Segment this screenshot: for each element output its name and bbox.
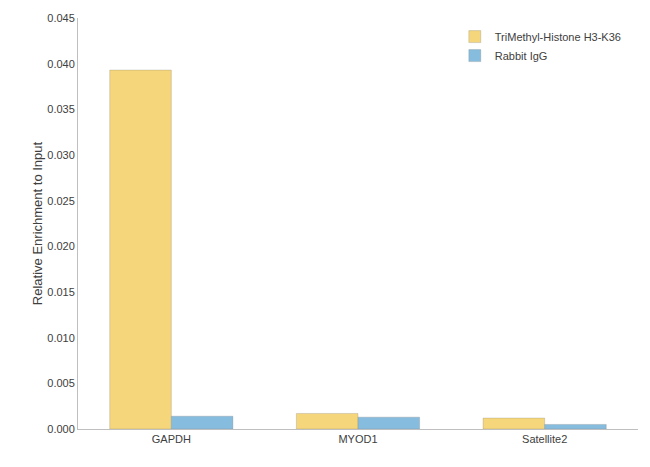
svg-text:0.005: 0.005 xyxy=(47,377,75,389)
svg-text:Rabbit IgG: Rabbit IgG xyxy=(495,50,548,62)
svg-text:0.000: 0.000 xyxy=(47,423,75,435)
svg-text:0.015: 0.015 xyxy=(47,286,75,298)
svg-text:0.040: 0.040 xyxy=(47,58,75,70)
svg-text:0.045: 0.045 xyxy=(47,12,75,24)
svg-text:0.030: 0.030 xyxy=(47,149,75,161)
svg-text:0.020: 0.020 xyxy=(47,240,75,252)
svg-text:0.025: 0.025 xyxy=(47,195,75,207)
svg-text:Relative Enrichment to Input: Relative Enrichment to Input xyxy=(30,141,45,305)
svg-text:TriMethyl-Histone H3-K36: TriMethyl-Histone H3-K36 xyxy=(495,31,621,43)
svg-text:Satellite2: Satellite2 xyxy=(522,433,567,445)
svg-text:MYOD1: MYOD1 xyxy=(338,433,377,445)
svg-text:GAPDH: GAPDH xyxy=(152,433,191,445)
svg-text:0.035: 0.035 xyxy=(47,103,75,115)
svg-text:0.010: 0.010 xyxy=(47,332,75,344)
